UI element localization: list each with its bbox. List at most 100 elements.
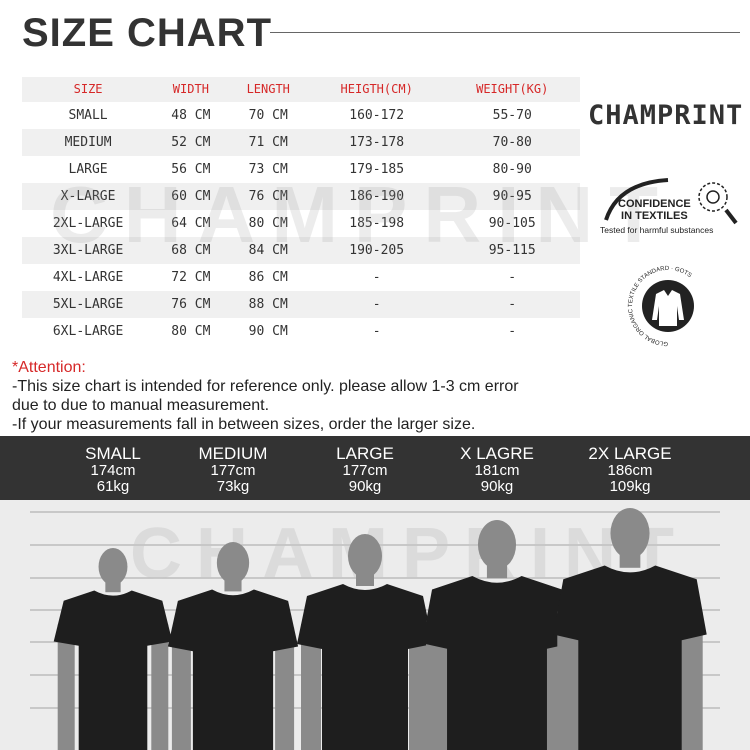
model-info: 2X LARGE 186cm 109kg xyxy=(570,444,690,495)
gots-logo-icon: GLOBAL ORGANIC TEXTILE STANDARD · GOTS xyxy=(628,266,694,346)
col-height: HEIGTH(CM) xyxy=(340,82,413,96)
table-cell: - xyxy=(372,297,381,312)
table-cell: 55-70 xyxy=(492,108,532,123)
model-figures: CHAMPRINT xyxy=(0,500,750,750)
model-size: MEDIUM xyxy=(198,444,268,463)
model-height: 174cm xyxy=(90,462,136,479)
model-figure xyxy=(167,542,299,750)
table-cell: 48 CM xyxy=(171,108,211,123)
table-cell: 64 CM xyxy=(171,216,211,231)
badge-arc-icon xyxy=(604,178,738,225)
model-figure xyxy=(553,508,707,750)
model-info: SMALL 174cm 61kg xyxy=(53,444,173,495)
model-size: SMALL xyxy=(85,444,141,463)
note-line: -This size chart is intended for referen… xyxy=(12,378,519,395)
table-cell: MEDIUM xyxy=(64,135,112,150)
col-size: SIZE xyxy=(73,82,103,96)
model-height: 181cm xyxy=(474,462,520,479)
col-length: LENGTH xyxy=(246,82,290,96)
model-info-band: SMALL 174cm 61kg MEDIUM 177cm 73kg LARGE 177cm 9… xyxy=(0,436,750,500)
badge-subtext: Tested for harmful substances xyxy=(600,225,714,235)
table-cell: 56 CM xyxy=(171,162,211,177)
model-figure xyxy=(297,534,433,750)
table-cell: 52 CM xyxy=(171,135,211,150)
table-cell: 90-105 xyxy=(488,216,536,231)
table-cell: LARGE xyxy=(68,162,108,177)
table-row: LARGE 56 CM 73 CM 179-185 80-90 xyxy=(22,156,580,183)
table-cell: 190-205 xyxy=(349,243,405,258)
table-cell: 95-115 xyxy=(488,243,536,258)
table-cell: 71 CM xyxy=(248,135,288,150)
table-row: 2XL-LARGE 64 CM 80 CM 185-198 90-105 xyxy=(22,210,580,237)
note-line: due to due to manual measurement. xyxy=(12,397,270,414)
table-cell: X-LARGE xyxy=(60,189,116,204)
table-cell: 70 CM xyxy=(248,108,288,123)
model-size: LARGE xyxy=(336,444,394,463)
table-header: SIZE WIDTH LENGTH HEIGTH(CM) WEIGHT(KG) xyxy=(22,77,580,102)
badge-text: CONFIDENCE xyxy=(618,198,691,210)
model-info: MEDIUM 177cm 73kg xyxy=(173,444,293,495)
table-row: X-LARGE 60 CM 76 CM 186-190 90-95 xyxy=(22,183,580,210)
table-row: 6XL-LARGE 80 CM 90 CM - - xyxy=(22,318,580,345)
model-figure xyxy=(53,548,173,750)
models-illustration: CHAMPRINT xyxy=(30,508,720,750)
size-table: SIZE WIDTH LENGTH HEIGTH(CM) WEIGHT(KG) … xyxy=(22,77,580,345)
col-width: WIDTH xyxy=(172,82,209,96)
table-row: 4XL-LARGE 72 CM 86 CM - - xyxy=(22,264,580,291)
model-size: 2X LARGE xyxy=(588,444,672,463)
table-cell: 70-80 xyxy=(492,135,532,150)
table-cell: - xyxy=(372,324,381,339)
model-weight: 90kg xyxy=(480,478,514,495)
table-cell: 2XL-LARGE xyxy=(52,216,124,231)
table-cell: 5XL-LARGE xyxy=(52,297,124,312)
table-cell: 84 CM xyxy=(248,243,288,258)
confidence-textiles-badge: CONFIDENCE IN TEXTILES Tested for harmful… xyxy=(598,175,748,245)
table-cell: 3XL-LARGE xyxy=(52,243,124,258)
table-cell: 6XL-LARGE xyxy=(52,324,124,339)
table-cell: 73 CM xyxy=(248,162,288,177)
model-height: 186cm xyxy=(607,462,653,479)
model-info: X LAGRE 181cm 90kg xyxy=(437,444,557,495)
table-cell: 88 CM xyxy=(248,297,288,312)
table-cell: - xyxy=(508,270,517,285)
model-height: 177cm xyxy=(210,462,256,479)
model-weight: 109kg xyxy=(609,478,651,495)
table-cell: 72 CM xyxy=(171,270,211,285)
brand-logo: CHAMPRINT xyxy=(588,100,744,131)
table-cell: 4XL-LARGE xyxy=(52,270,124,285)
table-cell: 179-185 xyxy=(349,162,405,177)
attention-notes: *Attention: -This size chart is intended… xyxy=(12,358,519,434)
table-cell: 173-178 xyxy=(349,135,405,150)
table-cell: SMALL xyxy=(68,108,108,123)
table-cell: 80 CM xyxy=(171,324,211,339)
table-cell: 68 CM xyxy=(171,243,211,258)
model-weight: 73kg xyxy=(216,478,250,495)
table-cell: 80-90 xyxy=(492,162,532,177)
table-cell: 76 CM xyxy=(171,297,211,312)
table-row: 3XL-LARGE 68 CM 84 CM 190-205 95-115 xyxy=(22,237,580,264)
model-height: 177cm xyxy=(342,462,388,479)
attention-label: *Attention: xyxy=(12,359,86,376)
table-cell: 160-172 xyxy=(349,108,405,123)
table-cell: - xyxy=(508,324,517,339)
model-weight: 90kg xyxy=(348,478,382,495)
model-size: X LAGRE xyxy=(460,444,534,463)
badge-text: IN TEXTILES xyxy=(621,210,688,222)
table-row: 5XL-LARGE 76 CM 88 CM - - xyxy=(22,291,580,318)
table-cell: 185-198 xyxy=(349,216,405,231)
table-cell: 80 CM xyxy=(248,216,288,231)
table-cell: 90 CM xyxy=(248,324,288,339)
table-cell: 60 CM xyxy=(171,189,211,204)
note-line: -If your measurements fall in between si… xyxy=(12,416,476,433)
table-cell: 76 CM xyxy=(248,189,288,204)
watermark: CHAMPRINT xyxy=(50,170,674,259)
table-row: SMALL 48 CM 70 CM 160-172 55-70 xyxy=(22,102,580,129)
table-cell: 186-190 xyxy=(349,189,405,204)
col-weight: WEIGHT(KG) xyxy=(476,82,549,96)
model-info: LARGE 177cm 90kg xyxy=(305,444,425,495)
table-cell: - xyxy=(372,270,381,285)
title-divider xyxy=(270,32,740,33)
table-cell: 90-95 xyxy=(492,189,532,204)
table-cell: - xyxy=(508,297,517,312)
